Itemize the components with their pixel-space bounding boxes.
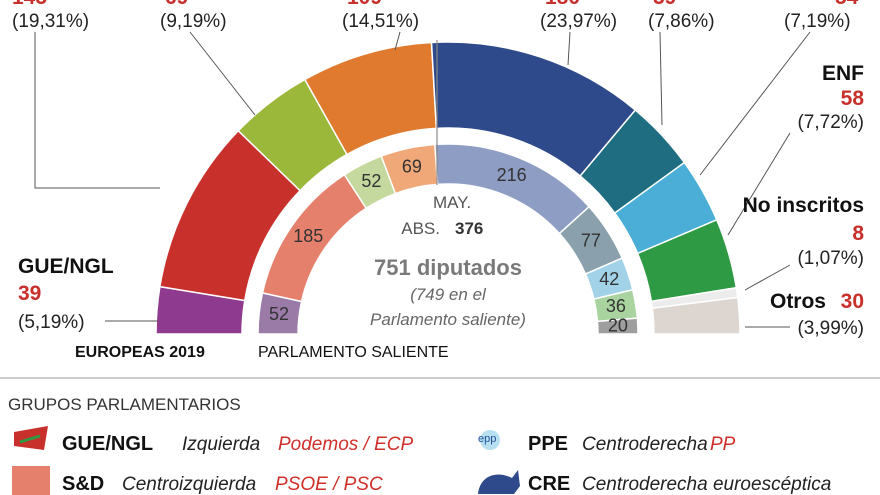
total-label: 751 diputados bbox=[374, 255, 522, 280]
leader bbox=[189, 31, 256, 116]
leader bbox=[699, 31, 811, 176]
leader bbox=[744, 264, 791, 291]
percent-label: (7,72%) bbox=[797, 112, 864, 133]
icon bbox=[478, 470, 520, 494]
group-name: No inscritos bbox=[743, 194, 864, 217]
legend-parties: PSOE / PSC bbox=[275, 474, 383, 495]
group-name: GUE/NGL bbox=[18, 255, 114, 278]
leader-lines bbox=[34, 31, 811, 328]
seat-arcs bbox=[155, 41, 741, 335]
inner-ring-label: PARLAMENTO SALIENTE bbox=[258, 344, 449, 361]
legend-description: Izquierda bbox=[182, 434, 260, 455]
group-name: Otros bbox=[770, 290, 826, 313]
seat-label: 42 bbox=[599, 269, 619, 289]
value-label: 39 bbox=[18, 282, 41, 305]
majority-value: 376 bbox=[455, 219, 483, 238]
seat-segment bbox=[596, 317, 639, 335]
percent-label: (9,19%) bbox=[160, 11, 227, 32]
percent-label: (1,07%) bbox=[797, 248, 864, 269]
legend-name: CRE bbox=[528, 473, 570, 495]
legend-name: PPE bbox=[528, 433, 568, 455]
value-label: 109 bbox=[347, 0, 382, 9]
value-label: 69 bbox=[165, 0, 188, 9]
note: Parlamento saliente) bbox=[370, 310, 526, 329]
percent-label: (14,51%) bbox=[342, 11, 419, 32]
leader bbox=[659, 31, 663, 126]
legend-name: GUE/NGL bbox=[62, 433, 153, 455]
percent-label: (7,86%) bbox=[648, 11, 715, 32]
leader bbox=[727, 132, 791, 236]
icon bbox=[480, 430, 500, 450]
percent-label: (7,19%) bbox=[784, 11, 851, 32]
value-label: 8 bbox=[852, 222, 864, 245]
seat-label: 52 bbox=[269, 304, 289, 324]
percent-label: (5,19%) bbox=[18, 312, 85, 333]
percent-label: (3,99%) bbox=[797, 318, 864, 339]
value-label: 30 bbox=[841, 290, 864, 313]
seat-label: 36 bbox=[606, 296, 626, 316]
percent-label: (19,31%) bbox=[12, 11, 89, 32]
value-label: 54 bbox=[835, 0, 859, 9]
leader bbox=[567, 31, 571, 66]
group-name: ENF bbox=[822, 62, 864, 85]
value-label: 59 bbox=[653, 0, 676, 9]
seat-label: 216 bbox=[497, 165, 527, 185]
percent-label: (23,97%) bbox=[540, 11, 617, 32]
legend-title: GRUPOS PARLAMENTARIOS bbox=[8, 395, 241, 414]
value-label: 58 bbox=[841, 87, 865, 110]
value-label: 180 bbox=[545, 0, 580, 9]
icon bbox=[19, 434, 41, 444]
legend-parties: Podemos / ECP bbox=[278, 434, 413, 455]
seat-label: 77 bbox=[581, 231, 601, 251]
legend-icon-text: epp bbox=[478, 433, 496, 445]
legend-description: Centroizquierda bbox=[122, 474, 256, 495]
seat-label: 20 bbox=[608, 316, 628, 336]
leader bbox=[34, 32, 160, 189]
icon bbox=[12, 466, 50, 495]
note: (749 en el bbox=[410, 285, 487, 304]
seat-segment bbox=[651, 296, 741, 335]
value-label: 145 bbox=[12, 0, 47, 9]
legend-parties: PP bbox=[710, 434, 736, 455]
seat-label: 185 bbox=[293, 226, 323, 246]
outer-ring-label: EUROPEAS 2019 bbox=[75, 344, 205, 361]
majority-label: MAY. bbox=[433, 193, 471, 212]
majority-label: ABS. bbox=[401, 219, 440, 238]
seat-label: 52 bbox=[361, 171, 381, 191]
legend-description: Centroderecha bbox=[582, 434, 708, 455]
leader bbox=[394, 31, 401, 51]
legend-name: S&D bbox=[62, 473, 104, 495]
legend-description: Centroderecha euroescéptica bbox=[582, 474, 831, 495]
seat-label: 69 bbox=[402, 157, 422, 177]
